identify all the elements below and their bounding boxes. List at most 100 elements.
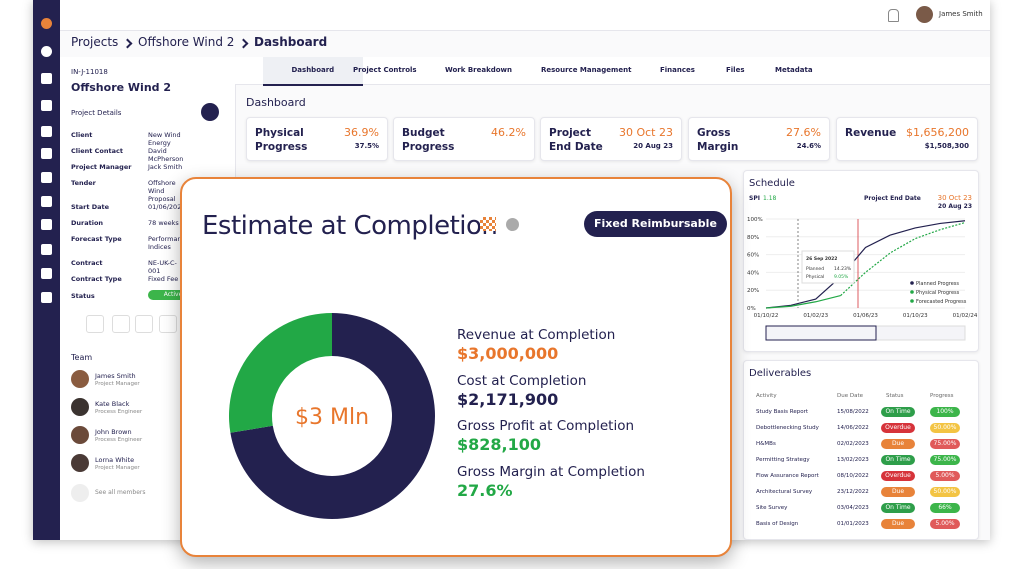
x-tick-label: 01/10/22 xyxy=(754,313,779,319)
chevron xyxy=(238,38,249,49)
sidebar-icon[interactable] xyxy=(41,148,52,159)
member-avatar xyxy=(71,370,89,388)
bell-icon[interactable] xyxy=(888,9,899,22)
progress-pill: 50.00% xyxy=(930,487,960,497)
member-avatar xyxy=(71,454,89,472)
x-tick-label: 01/02/23 xyxy=(803,313,828,319)
y-tick-label: 80% xyxy=(747,235,759,241)
donut-center: $3 Mln xyxy=(295,405,369,430)
app-window: James Smith Projects Offshore Wind 2 Dashbo… xyxy=(33,0,990,540)
action-button[interactable] xyxy=(86,315,104,333)
project-id: IN-J-11018 xyxy=(71,68,108,76)
sidebar-icon[interactable] xyxy=(41,219,52,230)
see-all[interactable]: See all members xyxy=(95,489,146,496)
kpi-primary: 36.9% xyxy=(344,126,379,139)
sidebar-icon[interactable] xyxy=(41,268,52,279)
info-icon xyxy=(506,218,519,231)
x-tick-label: 01/10/23 xyxy=(903,313,928,319)
sidebar-icon[interactable] xyxy=(41,100,52,111)
member-role: Project Manager xyxy=(95,465,140,471)
due-date: 13/02/2023 xyxy=(837,457,869,463)
legend-dot xyxy=(910,290,914,294)
sidebar-icon[interactable] xyxy=(41,126,52,137)
tab[interactable]: Metadata xyxy=(775,66,813,74)
progress-pill: 5.00% xyxy=(930,519,960,529)
progress-pill: 75.00% xyxy=(930,455,960,465)
action-button[interactable] xyxy=(159,315,177,333)
field-value: Jack Smith xyxy=(148,163,183,171)
progress-pill: 50.00% xyxy=(930,423,960,433)
due-date: 15/08/2022 xyxy=(837,409,869,415)
tab[interactable]: Work Breakdown xyxy=(445,66,513,74)
field-value: New Wind Energy xyxy=(148,131,181,147)
member-name: John Brown xyxy=(95,428,132,436)
member-role: Process Engineer xyxy=(95,437,143,443)
avatar[interactable] xyxy=(916,6,933,23)
more-button[interactable] xyxy=(71,484,89,502)
activity: Architectural Survey xyxy=(756,489,813,495)
due-date: 14/06/2022 xyxy=(837,425,869,431)
field-value: 78 weeks xyxy=(148,219,179,227)
due-date: 23/12/2022 xyxy=(837,489,869,495)
deliverables-title: Deliverables xyxy=(749,368,812,379)
contract-badge: Fixed Reimbursable xyxy=(584,211,727,237)
action-button[interactable] xyxy=(135,315,153,333)
eac-title: Estimate at Completion xyxy=(202,211,498,241)
team-title: Team xyxy=(71,353,93,362)
tooltip-date: 26 Sep 2022 xyxy=(806,256,837,262)
user-name[interactable]: James Smith xyxy=(939,10,983,18)
activity: H&MBs xyxy=(756,441,776,447)
activity: Basis of Design xyxy=(756,521,799,527)
kpi-primary: 46.2% xyxy=(491,126,526,139)
tab[interactable]: Resource Management xyxy=(541,66,632,74)
series-line xyxy=(765,294,841,309)
kpi-label: Revenue xyxy=(845,127,897,139)
due-date: 02/02/2023 xyxy=(837,441,869,447)
x-tick-label: 01/06/23 xyxy=(853,313,878,319)
sidebar-icon[interactable] xyxy=(41,172,52,183)
sidebar-icon[interactable] xyxy=(41,46,52,57)
breadcrumb-item[interactable]: Projects xyxy=(71,35,119,49)
kpi-card: Physical Progress 36.9% 37.5% xyxy=(246,117,388,161)
due-date: 08/10/2022 xyxy=(837,473,869,479)
sidebar-icon[interactable] xyxy=(41,292,52,303)
field-label: Forecast Type xyxy=(71,235,122,243)
member-name: Kate Black xyxy=(95,400,130,408)
sidebar-icon[interactable] xyxy=(41,18,52,29)
kpi-label: Physical Progress xyxy=(255,127,308,153)
field-value: David McPherson xyxy=(148,147,184,163)
metric-label: Cost at Completion xyxy=(457,372,587,389)
column-header: Activity xyxy=(756,393,777,399)
donut-segment xyxy=(229,313,332,433)
edit-button[interactable] xyxy=(201,103,219,121)
action-button[interactable] xyxy=(112,315,130,333)
kpi-secondary: 37.5% xyxy=(354,142,379,150)
member-name: Lorna White xyxy=(95,456,135,464)
tooltip-label: Physical xyxy=(806,274,824,280)
activity: Debottlenecking Study xyxy=(756,425,819,431)
kpi-card: Gross Margin 27.6% 24.6% xyxy=(688,117,830,161)
kpi-secondary: 24.6% xyxy=(796,142,821,150)
activity: Permitting Strategy xyxy=(756,457,810,463)
column-header: Due Date xyxy=(837,393,863,399)
tab[interactable]: Project Controls xyxy=(353,66,417,74)
tab[interactable]: Dashboard xyxy=(291,66,335,74)
sidebar-icon[interactable] xyxy=(41,196,52,207)
kpi-label: Budget Progress xyxy=(402,127,455,153)
sidebar-icon[interactable] xyxy=(41,244,52,255)
kpi-label: Project End Date xyxy=(549,127,603,153)
metric-value: $828,100 xyxy=(457,435,542,454)
status-pill: On Time xyxy=(881,407,915,417)
breadcrumb-item[interactable]: Offshore Wind 2 xyxy=(138,35,235,49)
activity: Site Survey xyxy=(756,505,788,511)
kpi-secondary: 20 Aug 23 xyxy=(633,142,673,150)
tab[interactable]: Files xyxy=(726,66,745,74)
metric-label: Gross Margin at Completion xyxy=(457,463,645,480)
chevron xyxy=(122,38,133,49)
column-header: Progress xyxy=(930,393,954,399)
field-value: Offshore Wind Proposal xyxy=(148,179,176,203)
tab[interactable]: Finances xyxy=(660,66,695,74)
sidebar-icon[interactable] xyxy=(41,73,52,84)
due-date: 01/01/2023 xyxy=(837,521,869,527)
